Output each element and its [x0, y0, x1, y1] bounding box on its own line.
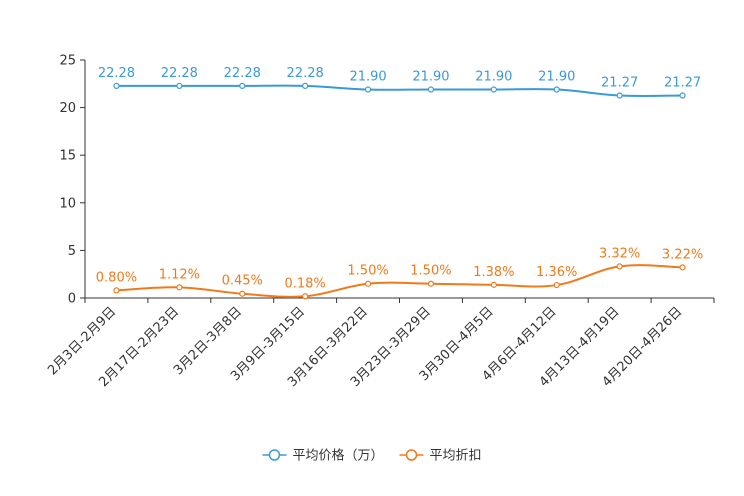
data-point[interactable] [113, 82, 120, 89]
legend-marker-icon [405, 449, 418, 461]
data-point[interactable] [616, 263, 623, 270]
data-point[interactable] [364, 280, 372, 287]
data-point[interactable] [490, 86, 497, 93]
y-tick-label: 20 [59, 101, 76, 116]
data-label: 1.50% [347, 264, 388, 279]
data-label: 1.36% [536, 265, 577, 280]
data-label: 3.32% [599, 246, 640, 261]
data-label: 21.90 [538, 70, 575, 85]
data-point[interactable] [302, 82, 309, 89]
data-label: 22.28 [161, 66, 198, 81]
data-label: 3.22% [662, 247, 703, 262]
legend[interactable]: 平均价格（万） 平均折扣 [262, 448, 482, 464]
data-point[interactable] [616, 92, 623, 99]
data-label: 22.28 [224, 66, 261, 81]
series-line [116, 84, 683, 97]
data-label: 1.50% [410, 264, 451, 279]
data-point[interactable] [239, 290, 246, 297]
data-label: 0.45% [222, 274, 263, 289]
data-label: 22.28 [98, 66, 135, 81]
data-label: 21.90 [475, 70, 512, 85]
data-label: 1.38% [473, 265, 514, 280]
y-tick-label: 5 [68, 244, 76, 259]
series-1: 0.80% 1.12% 0.45% 0.18% 1.50% 1.50% 1.38% 1.36%… [96, 246, 703, 300]
data-label: 0.18% [284, 276, 325, 291]
legend-item-1[interactable]: 平均折扣 [399, 449, 482, 464]
data-point[interactable] [679, 92, 686, 99]
legend-marker-icon [268, 449, 281, 461]
y-tick-label: 0 [68, 292, 76, 307]
series-line [116, 264, 683, 298]
y-tick-label: 25 [59, 54, 76, 69]
data-label: 21.90 [412, 70, 449, 85]
y-tick-label: 10 [59, 196, 76, 211]
data-point[interactable] [364, 86, 372, 93]
data-point[interactable] [553, 86, 560, 93]
data-label: 22.28 [287, 66, 324, 81]
y-tick-label: 15 [59, 149, 76, 164]
data-point[interactable] [113, 287, 120, 294]
data-label: 1.12% [159, 267, 200, 282]
series-0: 22.28 22.28 22.28 22.28 21.90 21.90 21.90 21.90… [98, 66, 701, 99]
data-label: 0.80% [96, 270, 137, 285]
legend-item-0[interactable]: 平均价格（万） [262, 448, 384, 464]
data-label: 21.27 [601, 76, 638, 91]
data-label: 21.27 [664, 76, 701, 91]
data-point[interactable] [427, 86, 435, 93]
legend-label: 平均折扣 [430, 449, 482, 464]
data-point[interactable] [176, 284, 183, 291]
axes: 05101520252月3日-2月9日2月17日-2月23日3月2日-3月8日3… [45, 54, 715, 390]
data-point[interactable] [239, 82, 246, 89]
data-point[interactable] [176, 82, 183, 89]
data-point[interactable] [490, 281, 497, 288]
legend-label: 平均价格（万） [292, 448, 383, 464]
data-point[interactable] [427, 280, 435, 287]
series-layer: 22.28 22.28 22.28 22.28 21.90 21.90 21.90 21.90… [96, 66, 703, 300]
data-point[interactable] [302, 293, 309, 300]
data-point[interactable] [553, 281, 560, 289]
data-point[interactable] [679, 264, 686, 271]
data-label: 21.90 [349, 70, 386, 85]
